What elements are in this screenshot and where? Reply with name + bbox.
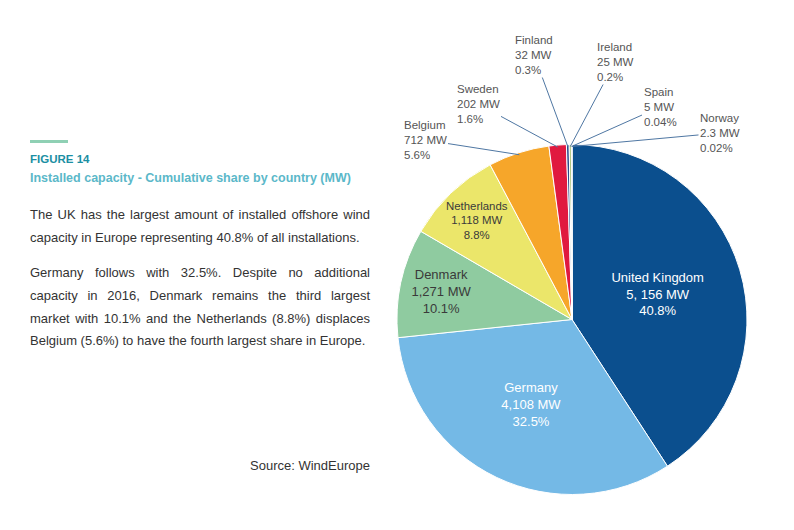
svg-text:Denmark1,271 MW10.1%: Denmark1,271 MW10.1% <box>412 267 472 316</box>
svg-text:Norway2.3 MW0.02%: Norway2.3 MW0.02% <box>700 112 740 154</box>
html-text:The UK has the largest amount: The UK has the largest amount of install… <box>30 207 370 245</box>
html-text:Source: WindEurope: Source: WindEurope <box>250 458 370 473</box>
html-text:FIGURE 14: FIGURE 14 <box>30 153 90 165</box>
svg-text:Belgium712 MW5.6%: Belgium712 MW5.6% <box>404 119 447 161</box>
svg-text:Germany4,108 MW32.5%: Germany4,108 MW32.5% <box>501 380 561 429</box>
svg-text:Spain5 MW0.04%: Spain5 MW0.04% <box>644 86 677 128</box>
svg-text:Finland32 MW0.3%: Finland32 MW0.3% <box>515 34 553 76</box>
html-text:Germany follows with 32.5%. De: Germany follows with 32.5%. Despite no a… <box>30 265 370 349</box>
svg-text:Sweden202 MW1.6%: Sweden202 MW1.6% <box>457 83 500 125</box>
html-text:Installed capacity - Cumulativ: Installed capacity - Cumulative share by… <box>30 171 351 185</box>
svg-text:Netherlands1,118 MW8.8%: Netherlands1,118 MW8.8% <box>446 200 508 242</box>
svg-text:United Kingdom5, 156 MW40.8%: United Kingdom5, 156 MW40.8% <box>611 270 704 319</box>
svg-text:Ireland25 MW0.2%: Ireland25 MW0.2% <box>597 41 634 83</box>
